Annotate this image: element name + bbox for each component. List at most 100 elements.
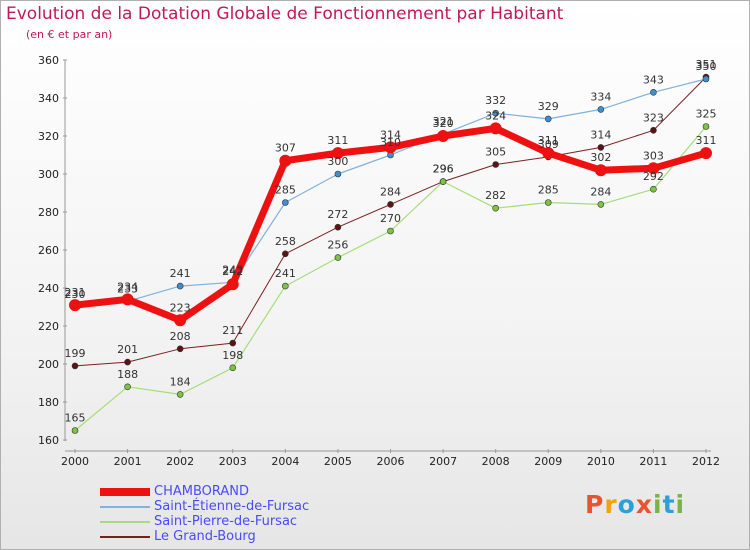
x-tick-label: 2003 (219, 455, 247, 468)
data-point (124, 383, 131, 391)
legend-label: CHAMBORAND (154, 483, 250, 499)
data-point (650, 89, 657, 96)
data-point (700, 147, 712, 160)
data-point (439, 178, 447, 185)
data-point (331, 147, 344, 160)
data-point (334, 254, 342, 261)
data-label: 302 (590, 151, 611, 164)
data-point (492, 161, 499, 168)
data-point (71, 362, 79, 370)
data-point (650, 127, 657, 134)
data-label: 314 (380, 128, 401, 141)
y-tick-label: 300 (38, 168, 59, 181)
data-point (71, 427, 79, 434)
chart-title: Evolution de la Dotation Globale de Fonc… (6, 4, 564, 24)
data-label: 296 (433, 163, 454, 176)
data-label: 320 (433, 117, 454, 130)
data-point (384, 141, 397, 154)
x-tick-label: 2001 (114, 455, 142, 468)
data-point (334, 223, 342, 231)
logo-letter: r (604, 490, 618, 519)
data-label: 350 (696, 60, 717, 73)
data-point (69, 299, 81, 312)
data-label: 199 (65, 347, 86, 360)
x-tick-label: 2011 (639, 455, 667, 468)
data-point (176, 391, 184, 398)
logo-letter: i (675, 490, 686, 519)
data-point (542, 147, 555, 160)
data-point (594, 164, 607, 177)
x-tick-label: 2002 (166, 455, 194, 468)
y-tick-label: 340 (38, 92, 59, 105)
data-point (492, 204, 499, 212)
x-tick-label: 2004 (271, 455, 299, 468)
proxiti-logo: Proxiti (585, 490, 685, 519)
data-label: 272 (327, 208, 348, 221)
data-label: 258 (275, 235, 296, 248)
x-tick-label: 2000 (61, 455, 89, 468)
data-point (176, 282, 184, 290)
data-label: 329 (538, 100, 559, 113)
data-label: 231 (65, 286, 86, 299)
data-point (121, 293, 134, 306)
y-tick-label: 260 (38, 244, 59, 257)
data-label: 198 (222, 349, 243, 362)
legend-swatch (100, 520, 150, 523)
logo-letter: P (585, 490, 605, 519)
data-label: 324 (485, 109, 506, 122)
data-labels: 199 201 208 211 258 272 284 296 305 309 314 323 351 1… (65, 58, 717, 424)
data-point (387, 201, 394, 208)
series-lines (69, 73, 712, 434)
data-point (282, 250, 289, 258)
data-label: 285 (275, 184, 296, 197)
data-label: 334 (590, 90, 611, 103)
data-label: 332 (485, 94, 506, 107)
data-point (650, 185, 657, 193)
x-tick-label: 2010 (587, 455, 615, 468)
data-point (174, 314, 187, 327)
data-label: 305 (485, 146, 506, 159)
data-label: 343 (643, 73, 664, 86)
legend-item: Le Grand-Bourg (100, 529, 309, 544)
data-point (176, 345, 184, 353)
data-point (226, 278, 239, 291)
data-point (489, 122, 502, 135)
legend-swatch (100, 535, 150, 538)
data-label: 314 (590, 128, 611, 141)
data-label: 243 (222, 263, 243, 276)
data-label: 285 (538, 184, 559, 197)
data-label: 208 (170, 330, 191, 343)
data-label: 311 (327, 134, 348, 147)
data-point (544, 115, 552, 123)
data-label: 309 (538, 138, 559, 151)
legend-item: Saint-Pierre-de-Fursac (100, 514, 309, 529)
legend-label: Le Grand-Bourg (154, 528, 256, 544)
data-point (492, 109, 499, 117)
data-label: 351 (696, 58, 717, 71)
data-label: 292 (643, 170, 664, 183)
logo-letter: x (635, 490, 653, 519)
logo-letter: o (617, 490, 636, 519)
data-label: 201 (117, 343, 138, 356)
data-point (387, 227, 394, 235)
x-tick-label: 2006 (377, 455, 405, 468)
legend-swatch (100, 487, 150, 496)
legend-item: Saint-Étienne-de-Fursac (100, 499, 309, 514)
data-label: 311 (696, 134, 717, 147)
data-label: 256 (327, 239, 348, 252)
data-label: 284 (380, 185, 401, 198)
legend: CHAMBORAND Saint-Étienne-de-Fursac Saint-P… (100, 484, 309, 544)
data-label: 300 (327, 155, 348, 168)
y-tick-label: 180 (38, 396, 59, 409)
data-label: 241 (170, 267, 191, 280)
y-tick-label: 200 (38, 358, 59, 371)
data-label: 241 (275, 267, 296, 280)
data-label: 310 (380, 136, 401, 149)
y-tick-label: 360 (38, 54, 59, 67)
data-label: 311 (538, 134, 559, 147)
legend-swatch (100, 505, 150, 508)
data-label: 284 (590, 185, 611, 198)
logo-letter: i (653, 490, 663, 519)
